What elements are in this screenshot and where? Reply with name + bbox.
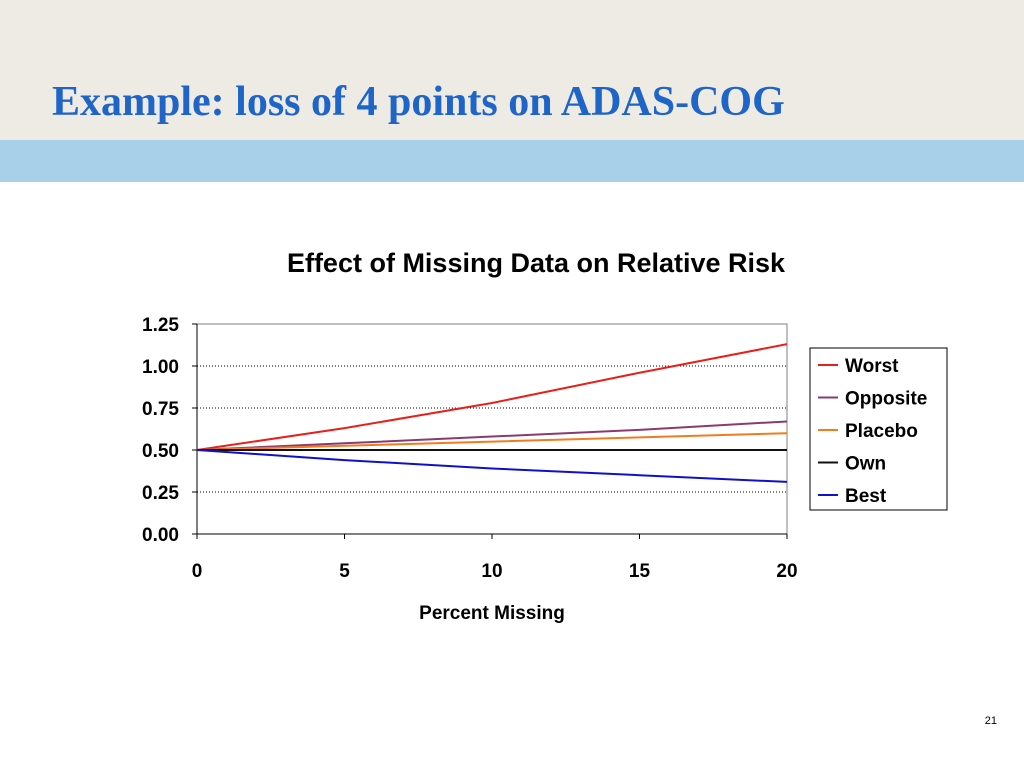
x-tick-label: 20	[776, 561, 797, 582]
legend-label-own: Own	[845, 454, 886, 475]
y-tick-label: 0.25	[142, 483, 179, 504]
title-band	[0, 0, 1024, 140]
series-line-opposite	[196, 420, 788, 451]
series-line-placebo	[196, 432, 788, 451]
series-line-best	[196, 449, 788, 483]
axes: 0.00 0.25 0.50 0.75 1.00 1.25 0 5 10 15 20	[142, 315, 798, 582]
y-tick-label: 1.00	[142, 357, 179, 378]
x-tick-label: 0	[192, 561, 203, 582]
legend-label-worst: Worst	[845, 356, 899, 377]
accent-band	[0, 140, 1024, 182]
y-tick-label: 0.00	[142, 525, 179, 546]
chart-title: Effect of Missing Data on Relative Risk	[287, 248, 786, 278]
series-lines	[196, 343, 788, 483]
legend-label-opposite: Opposite	[845, 389, 927, 410]
slide-title: Example: loss of 4 points on ADAS-COG	[52, 79, 785, 125]
page-number: 21	[984, 715, 997, 727]
relative-risk-chart: Effect of Missing Data on Relative Risk …	[142, 248, 948, 624]
y-tick-label: 1.25	[142, 315, 179, 336]
legend: Worst Opposite Placebo Own Best	[809, 347, 948, 511]
x-tick-label: 15	[629, 561, 651, 582]
y-tick-label: 0.50	[142, 441, 179, 462]
legend-entries: Worst Opposite Placebo Own Best	[818, 356, 927, 507]
x-axis-label: Percent Missing	[419, 603, 565, 624]
x-tick-label: 10	[481, 561, 502, 582]
x-tick-label: 5	[339, 561, 350, 582]
plot-area-border	[196, 323, 788, 535]
gridlines	[197, 323, 787, 493]
y-tick-label: 0.75	[142, 399, 179, 420]
series-line-worst	[196, 343, 788, 451]
legend-label-placebo: Placebo	[845, 421, 918, 442]
legend-label-best: Best	[845, 486, 887, 507]
